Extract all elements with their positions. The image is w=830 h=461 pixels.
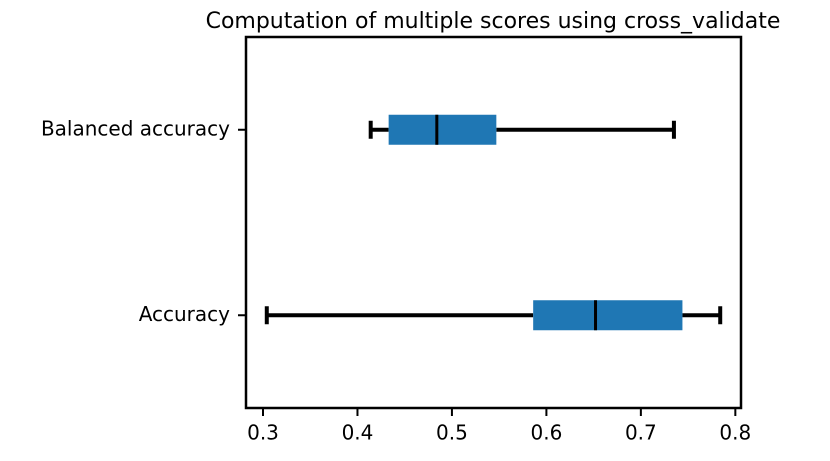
chart-title: Computation of multiple scores using cro… [206, 9, 781, 34]
y-tick-label: Balanced accuracy [41, 116, 230, 140]
box [388, 114, 497, 145]
box [533, 300, 683, 331]
y-tick-label: Accuracy [139, 302, 230, 326]
x-tick-label: 0.5 [436, 421, 468, 445]
plot-frame [244, 35, 743, 410]
x-tick-label: 0.3 [247, 421, 279, 445]
x-tick-label: 0.6 [530, 421, 562, 445]
x-tick-label: 0.8 [719, 421, 751, 445]
x-tick-label: 0.4 [342, 421, 374, 445]
x-tick-label: 0.7 [625, 421, 657, 445]
